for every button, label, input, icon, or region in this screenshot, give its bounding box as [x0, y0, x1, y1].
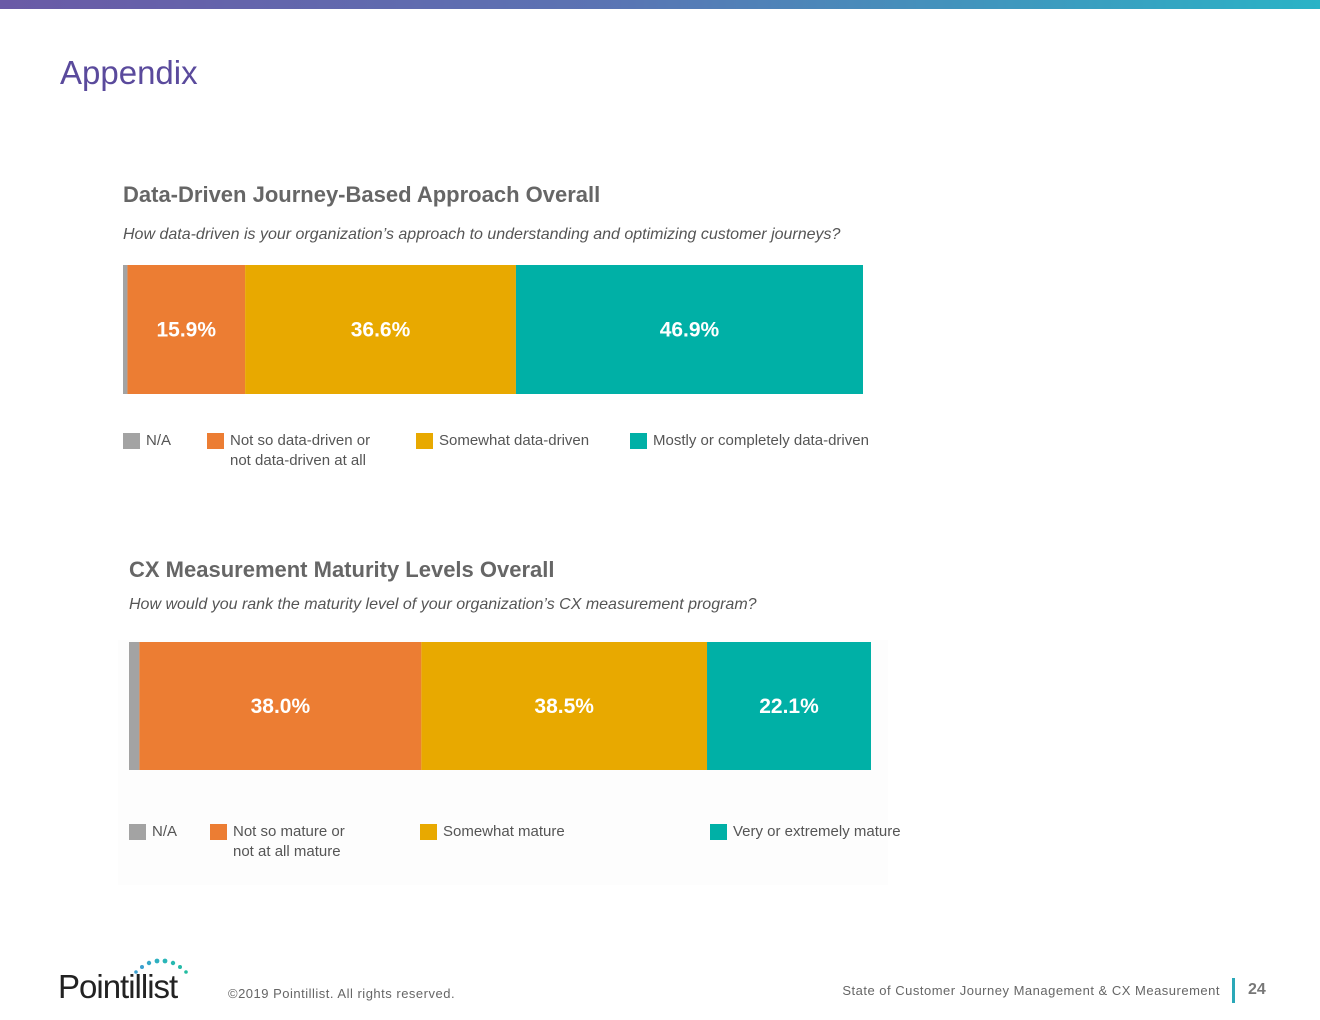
page-number-divider [1232, 978, 1235, 1003]
legend-item-0: N/A [129, 823, 178, 842]
chart-subtitle: How would you rank the maturity level of… [129, 596, 757, 613]
data-label-2: 38.5% [534, 695, 594, 718]
chart-subtitle: How data-driven is your organization’s a… [123, 226, 841, 243]
data-label-2: 36.6% [351, 319, 411, 342]
legend-label: Somewhat data-driven [439, 432, 590, 449]
bar-segment-3 [515, 265, 863, 394]
legend-swatch [710, 824, 727, 840]
legend-swatch [123, 433, 140, 449]
legend-swatch [416, 433, 433, 449]
bar-segment-0 [123, 265, 128, 394]
bar-segment-2 [245, 265, 516, 394]
chart-title: Data-Driven Journey-Based Approach Overa… [123, 182, 601, 207]
legend: N/A Not so mature or not at all mature Som… [129, 823, 949, 874]
chart-cx-maturity: CX Measurement Maturity Levels Overall H… [129, 557, 949, 867]
legend-label: Not so data-driven or not data-driven at… [230, 432, 371, 469]
legend-swatch [210, 824, 227, 840]
report-title: State of Customer Journey Management & C… [842, 983, 1220, 998]
stacked-bar: 38.0% 38.5% 22.1% [129, 642, 871, 770]
legend-item-3: Mostly or completely data-driven [630, 432, 869, 451]
legend-label: N/A [146, 432, 172, 449]
legend-item-1: Not so mature or not at all mature [210, 823, 345, 862]
data-label-1: 15.9% [156, 319, 216, 342]
legend-swatch [129, 824, 146, 840]
bar-segment-1 [127, 265, 246, 394]
logo-text: Pointillist [58, 968, 178, 1005]
legend-item-2: Somewhat data-driven [416, 432, 590, 451]
page-title: Appendix [60, 54, 198, 91]
legend-item-2: Somewhat mature [420, 823, 565, 842]
legend-swatch [207, 433, 224, 449]
bar-segment-2 [421, 642, 708, 770]
legend-label: N/A [152, 823, 178, 840]
top-gradient-bar [0, 0, 1320, 9]
data-label-3: 22.1% [759, 695, 819, 718]
copyright-text: ©2019 Pointillist. All rights reserved. [228, 986, 456, 1001]
legend: N/A Not so data-driven or not data-driven… [123, 432, 923, 483]
chart-data-driven-approach: Data-Driven Journey-Based Approach Overa… [123, 182, 923, 482]
legend-label: Not so mature or not at all mature [233, 823, 345, 860]
legend-swatch [630, 433, 647, 449]
page-number: 24 [1248, 981, 1266, 998]
legend-label: Somewhat mature [443, 823, 565, 840]
legend-item-1: Not so data-driven or not data-driven at… [207, 432, 371, 471]
legend-item-3: Very or extremely mature [710, 823, 901, 842]
data-label-1: 38.0% [251, 695, 311, 718]
stacked-bar: 15.9% 36.6% 46.9% [123, 265, 863, 394]
data-label-3: 46.9% [660, 319, 720, 342]
legend-label: Mostly or completely data-driven [653, 432, 869, 449]
bar-segment-0 [129, 642, 140, 770]
bar-segment-1 [139, 642, 422, 770]
logo-dots-icon [134, 958, 188, 974]
bar-segment-3 [707, 642, 871, 770]
chart-title: CX Measurement Maturity Levels Overall [129, 557, 555, 582]
legend-swatch [420, 824, 437, 840]
legend-item-0: N/A [123, 432, 172, 451]
legend-label: Very or extremely mature [733, 823, 901, 840]
